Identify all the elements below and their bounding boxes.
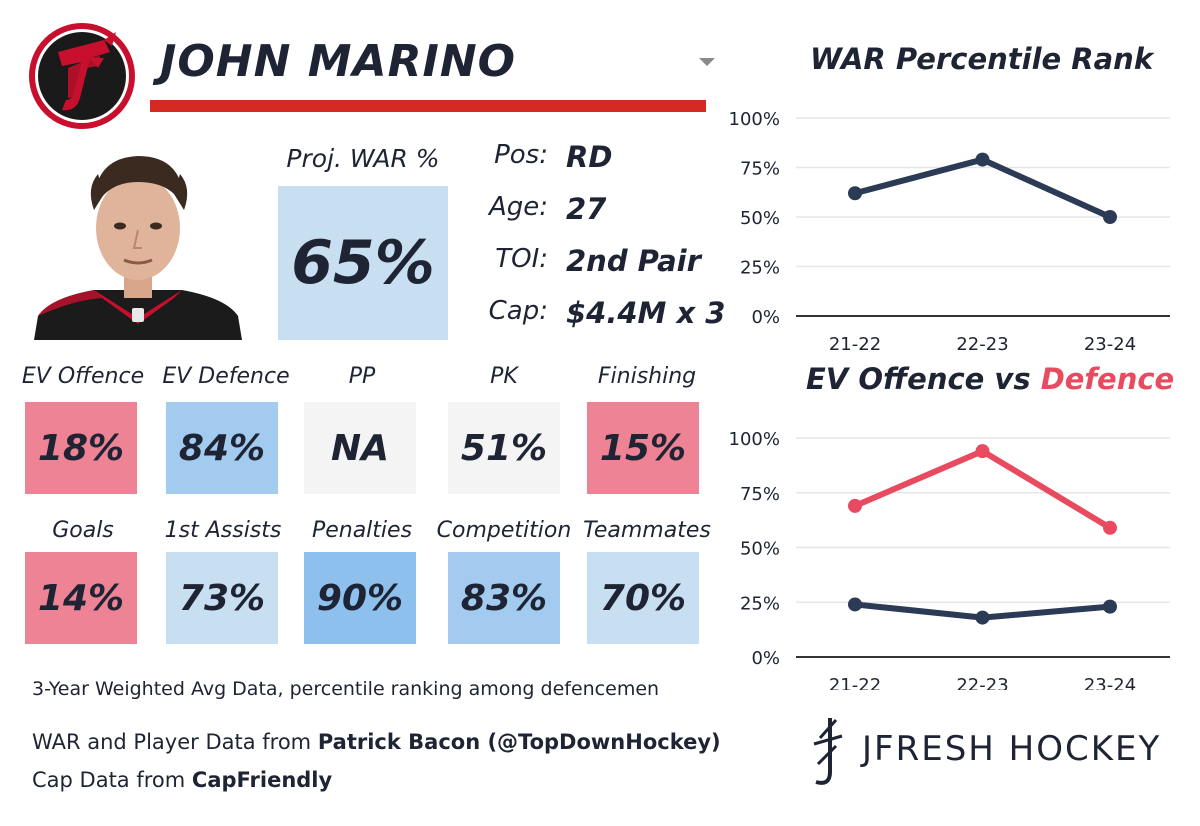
chart2-xtick-label: 23-24 [1084, 675, 1136, 690]
chart1-xtick-label: 23-24 [1084, 334, 1136, 355]
info-value: RD [566, 140, 613, 174]
info-row-age: Age: 27 [480, 192, 720, 232]
proj-war-value: 65% [291, 228, 435, 298]
tile-competition: 83% [448, 552, 560, 644]
tile-label-penalties: Penalties [311, 518, 413, 543]
player-photo [34, 148, 242, 340]
dropdown-arrow-icon[interactable] [699, 58, 715, 66]
chart1-title: WAR Percentile Rank [810, 42, 1154, 76]
tile-ev-defence: 84% [166, 402, 278, 494]
chart2-title: EV Offence vs Defence [806, 362, 1174, 396]
tile-label-finishing: Finishing [597, 364, 697, 389]
info-value: 27 [566, 192, 607, 226]
tile-value: 70% [599, 577, 687, 619]
chart2-ytick-label: 100% [729, 429, 780, 450]
tile-1st-assists: 73% [166, 552, 278, 644]
tile-ev-offence: 18% [25, 402, 137, 494]
chart2-point-defence [848, 498, 862, 513]
chart2-point-defence [975, 444, 990, 459]
info-label: Pos: [494, 140, 548, 170]
chart2-title-defence: Defence [1040, 362, 1175, 396]
info-value: $4.4M x 3 [566, 296, 726, 330]
footnote: 3-Year Weighted Avg Data, percentile ran… [32, 678, 660, 700]
tile-penalties: 90% [304, 552, 416, 644]
chart1-xtick-label: 21-22 [829, 334, 881, 355]
tile-value: 14% [37, 577, 125, 619]
info-label: Cap: [488, 296, 548, 326]
chart2-ytick-label: 25% [740, 593, 780, 614]
war-percentile-chart: 0% 25% 50% 75% 100% 21-22 22-23 23-24 [729, 109, 1170, 355]
chart1-ytick-label: 25% [740, 258, 780, 279]
tile-label-competition: Competition [436, 518, 572, 543]
chart2-point-ev-offence [975, 610, 990, 625]
credit-cap: Cap Data from CapFriendly [32, 768, 332, 792]
tile-value: 90% [316, 577, 404, 619]
chart2-title-vs: vs [984, 362, 1041, 396]
tile-label-teammates: Teammates [583, 518, 711, 543]
tile-goals: 14% [25, 552, 137, 644]
chart2-xtick-label: 22-23 [956, 675, 1008, 690]
tile-label-pk: PK [490, 364, 518, 389]
chart1-xtick-label: 22-23 [956, 334, 1008, 355]
credit-war: WAR and Player Data from Patrick Bacon (… [32, 730, 721, 754]
chart1-point-war [1103, 210, 1117, 224]
tile-label-goals: Goals [52, 518, 114, 543]
jfresh-logo-icon [806, 716, 846, 788]
chart1-point-war [975, 152, 990, 167]
chart2-ytick-label: 0% [751, 648, 780, 669]
chart2-point-defence [1103, 520, 1117, 535]
proj-war-box: 65% [278, 186, 448, 340]
credit-cap-source: CapFriendly [191, 768, 333, 792]
tile-label-ev-defence: EV Defence [162, 364, 290, 389]
tile-value: 83% [460, 577, 548, 619]
chart1-ytick-label: 100% [729, 109, 780, 130]
credit-war-prefix: WAR and Player Data from [32, 730, 318, 754]
tile-value: NA [331, 427, 389, 469]
chart1-point-war [848, 186, 862, 201]
tile-label-ev-offence: EV Offence [21, 364, 145, 389]
tile-pp: NA [304, 402, 416, 494]
credit-war-source: Patrick Bacon (@TopDownHockey) [317, 730, 721, 754]
credit-cap-prefix: Cap Data from [32, 768, 192, 792]
brand-name: JFRESH HOCKEY [862, 729, 1162, 769]
tile-value: 73% [178, 577, 266, 619]
info-label: Age: [488, 192, 548, 222]
chart2-ytick-label: 75% [740, 484, 780, 505]
chart1-ytick-label: 0% [751, 307, 780, 328]
chart2-point-ev-offence [848, 597, 862, 612]
info-label: TOI: [495, 244, 548, 274]
info-row-toi: TOI: 2nd Pair [480, 244, 720, 284]
chart2-xtick-label: 21-22 [829, 675, 881, 690]
tile-pk: 51% [448, 402, 560, 494]
tile-value: 84% [178, 427, 266, 469]
info-row-position: Pos: RD [480, 140, 720, 180]
proj-war-label: Proj. WAR % [286, 144, 440, 173]
chart2-series-line-defence [853, 448, 1112, 531]
devils-logo-icon [29, 23, 135, 129]
info-row-cap: Cap: $4.4M x 3 [480, 296, 726, 336]
chart1-ytick-label: 75% [740, 159, 780, 180]
tile-value: 51% [460, 427, 548, 469]
ev-offence-defence-chart: 0% 25% 50% 75% 100% 21-22 22-23 23-24 [729, 429, 1170, 690]
tile-teammates: 70% [587, 552, 699, 644]
tile-finishing: 15% [587, 402, 699, 494]
tile-value: 18% [37, 427, 125, 469]
team-logo [28, 22, 136, 130]
chart2-ytick-label: 50% [740, 539, 780, 560]
player-name: JOHN MARINO [160, 36, 517, 87]
chart1-ytick-label: 50% [740, 208, 780, 229]
tile-label-1st-assists: 1st Assists [164, 518, 282, 543]
chart2-point-ev-offence [1103, 599, 1117, 614]
chart2-title-offence: EV Offence [806, 362, 985, 396]
tile-label-pp: PP [348, 364, 376, 389]
info-value: 2nd Pair [566, 244, 701, 278]
header-rule [150, 100, 706, 112]
tile-value: 15% [599, 427, 687, 469]
